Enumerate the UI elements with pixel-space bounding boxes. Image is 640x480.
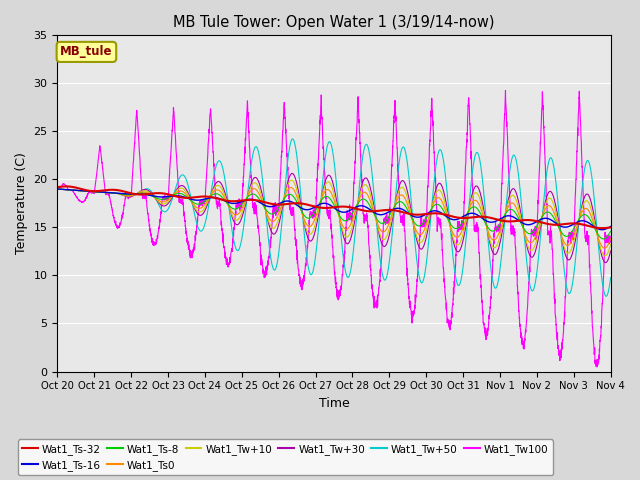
- Wat1_Ts-16: [54, 186, 61, 192]
- Wat1_Ts-8: [536, 217, 544, 223]
- Wat1_Tw+10: [266, 221, 273, 227]
- Title: MB Tule Tower: Open Water 1 (3/19/14-now): MB Tule Tower: Open Water 1 (3/19/14-now…: [173, 15, 495, 30]
- Wat1_Ts-16: [266, 204, 273, 210]
- Wat1_Ts-32: [598, 225, 606, 231]
- Wat1_Ts0: [266, 216, 273, 222]
- Wat1_Tw+30: [288, 170, 296, 176]
- Wat1_Ts-32: [150, 191, 157, 196]
- Wat1_Tw+30: [602, 260, 609, 265]
- Wat1_Ts-16: [607, 224, 614, 229]
- Wat1_Tw+50: [266, 246, 273, 252]
- Wat1_Tw100: [54, 186, 61, 192]
- Wat1_Tw+30: [266, 224, 273, 229]
- Wat1_Ts0: [116, 192, 124, 197]
- Line: Wat1_Ts-16: Wat1_Ts-16: [58, 189, 611, 230]
- Wat1_Tw+50: [536, 235, 544, 241]
- Wat1_Ts0: [536, 219, 544, 225]
- Legend: Wat1_Ts-32, Wat1_Ts-16, Wat1_Ts-8, Wat1_Ts0, Wat1_Tw+10, Wat1_Tw+30, Wat1_Tw+50,: Wat1_Ts-32, Wat1_Ts-16, Wat1_Ts-8, Wat1_…: [18, 439, 552, 475]
- Wat1_Ts-8: [54, 186, 61, 192]
- Wat1_Tw100: [290, 205, 298, 211]
- Wat1_Ts-8: [596, 234, 604, 240]
- Wat1_Ts-8: [607, 228, 614, 234]
- Wat1_Ts-16: [536, 217, 544, 223]
- Wat1_Ts-16: [150, 193, 157, 199]
- Wat1_Ts-32: [607, 225, 614, 230]
- Wat1_Ts-8: [266, 210, 273, 216]
- Wat1_Tw+10: [607, 241, 614, 247]
- Line: Wat1_Tw+10: Wat1_Tw+10: [58, 180, 611, 256]
- Wat1_Tw+10: [150, 193, 157, 199]
- Wat1_Tw100: [502, 88, 509, 94]
- Wat1_Tw+10: [601, 253, 609, 259]
- Line: Wat1_Ts-8: Wat1_Ts-8: [58, 189, 611, 239]
- Wat1_Tw+30: [607, 248, 614, 254]
- Wat1_Tw+50: [607, 275, 614, 280]
- Line: Wat1_Tw+30: Wat1_Tw+30: [58, 173, 611, 263]
- Wat1_Tw+10: [596, 243, 604, 249]
- Wat1_Tw+30: [536, 225, 544, 231]
- Wat1_Ts-32: [117, 188, 125, 193]
- Wat1_Tw+30: [596, 245, 604, 251]
- Wat1_Tw100: [266, 247, 273, 253]
- Wat1_Tw100: [116, 222, 124, 228]
- Wat1_Tw+50: [290, 137, 298, 143]
- Wat1_Ts-16: [598, 227, 606, 233]
- Wat1_Tw+30: [290, 172, 298, 178]
- Wat1_Ts-32: [54, 184, 61, 190]
- Wat1_Tw+30: [54, 186, 61, 192]
- Line: Wat1_Ts0: Wat1_Ts0: [58, 188, 611, 248]
- Wat1_Ts-16: [290, 200, 298, 206]
- Wat1_Tw+30: [150, 192, 157, 198]
- Wat1_Tw100: [596, 338, 604, 344]
- Line: Wat1_Ts-32: Wat1_Ts-32: [58, 186, 611, 228]
- Wat1_Ts-32: [290, 201, 298, 206]
- Text: MB_tule: MB_tule: [60, 46, 113, 59]
- Wat1_Ts0: [287, 185, 295, 191]
- Wat1_Tw+50: [54, 186, 61, 192]
- Wat1_Tw100: [607, 236, 614, 242]
- Wat1_Tw+10: [54, 186, 61, 192]
- X-axis label: Time: Time: [319, 397, 349, 410]
- Wat1_Ts-8: [116, 191, 124, 197]
- Wat1_Tw100: [536, 139, 544, 144]
- Wat1_Ts-32: [596, 225, 604, 231]
- Wat1_Tw+10: [536, 222, 544, 228]
- Wat1_Ts-8: [600, 236, 607, 242]
- Wat1_Tw+10: [116, 192, 124, 197]
- Wat1_Tw100: [150, 242, 157, 248]
- Wat1_Tw+30: [116, 192, 124, 197]
- Wat1_Ts0: [596, 240, 604, 245]
- Wat1_Tw+50: [289, 136, 296, 142]
- Wat1_Ts0: [54, 186, 61, 192]
- Wat1_Tw+50: [150, 192, 157, 197]
- Line: Wat1_Tw+50: Wat1_Tw+50: [58, 139, 611, 296]
- Wat1_Ts-16: [116, 191, 124, 196]
- Wat1_Tw+10: [290, 179, 298, 185]
- Wat1_Tw+50: [596, 259, 604, 265]
- Wat1_Ts-32: [62, 183, 70, 189]
- Wat1_Tw+50: [116, 191, 124, 196]
- Wat1_Ts-32: [266, 201, 273, 206]
- Wat1_Ts-32: [536, 219, 544, 225]
- Wat1_Ts-8: [150, 194, 157, 200]
- Wat1_Ts0: [290, 187, 298, 192]
- Wat1_Ts0: [607, 236, 614, 241]
- Wat1_Tw+50: [602, 293, 610, 299]
- Wat1_Ts-8: [290, 194, 298, 200]
- Wat1_Ts0: [150, 194, 157, 200]
- Y-axis label: Temperature (C): Temperature (C): [15, 153, 28, 254]
- Wat1_Tw100: [593, 364, 600, 370]
- Line: Wat1_Tw100: Wat1_Tw100: [58, 91, 611, 367]
- Wat1_Ts-16: [596, 227, 604, 232]
- Wat1_Ts0: [601, 245, 609, 251]
- Wat1_Tw+10: [287, 177, 295, 183]
